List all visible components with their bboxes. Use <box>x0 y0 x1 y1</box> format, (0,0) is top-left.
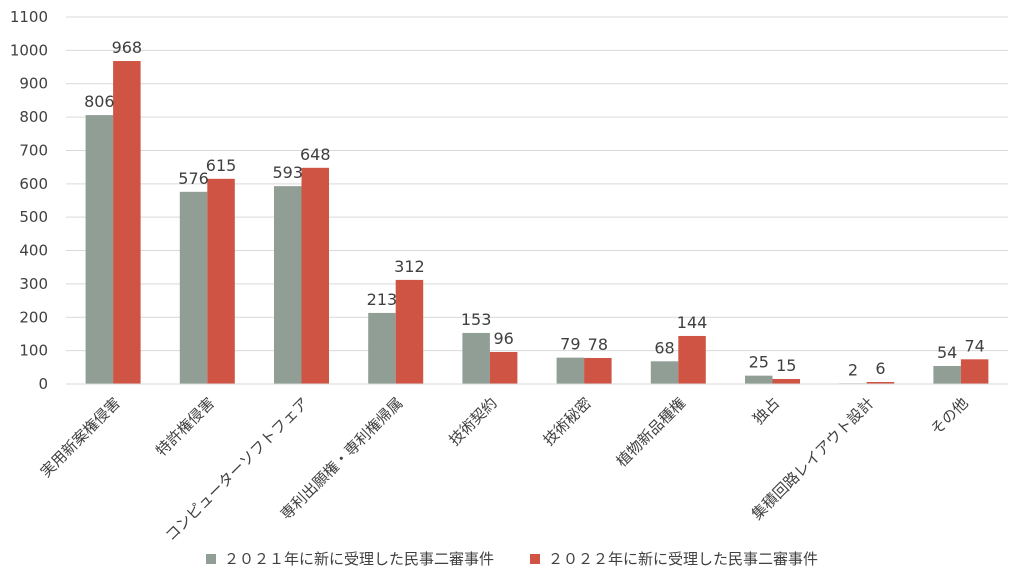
data-label: 806 <box>84 92 115 111</box>
legend-item-2021: ２０２１年に新に受理した民事二審事件 <box>205 548 494 569</box>
bar-2022 <box>489 351 518 384</box>
y-tick-label: 900 <box>19 75 48 93</box>
x-tick-label: 植物新品種権 <box>613 394 689 470</box>
bar-2021 <box>274 186 302 384</box>
y-tick-label: 600 <box>19 175 48 193</box>
bar-2022 <box>584 357 612 384</box>
data-label: 2 <box>848 360 858 379</box>
data-label: 144 <box>677 313 708 332</box>
x-tick-label: 特許権侵害 <box>152 394 218 460</box>
bar-2022 <box>207 178 235 384</box>
y-axis-ticks: 0 100 200 300 400 500 600 700 800 900 1000 1100 <box>10 8 48 393</box>
bar-2021 <box>368 312 396 384</box>
y-tick-label: 1000 <box>10 41 48 59</box>
x-tick-label: 独占 <box>749 394 783 428</box>
legend-item-2022: ２０２２年に新に受理した民事二審事件 <box>530 548 818 569</box>
y-tick-label: 0 <box>38 375 48 393</box>
y-tick-label: 1100 <box>10 8 48 26</box>
bar-2021 <box>179 191 208 384</box>
data-label: 615 <box>206 156 237 175</box>
y-tick-label: 100 <box>19 342 48 360</box>
data-label: 15 <box>776 356 796 375</box>
data-label: 25 <box>749 353 769 372</box>
y-tick-label: 700 <box>19 141 48 159</box>
data-label: 78 <box>588 335 608 354</box>
data-label: 79 <box>560 335 580 354</box>
legend-swatch-2021 <box>205 553 216 564</box>
bar-2022 <box>113 61 141 384</box>
x-tick-label: その他 <box>927 394 972 439</box>
data-label: 593 <box>272 163 303 182</box>
x-tick-label: 技術契約 <box>445 394 500 449</box>
legend-swatch-2022 <box>530 553 540 564</box>
bar-2021 <box>85 115 114 385</box>
data-label: 213 <box>367 290 398 309</box>
legend-label-2021: ２０２１年に新に受理した民事二審事件 <box>223 550 494 568</box>
bar-2021 <box>556 357 585 384</box>
data-label: 6 <box>875 359 885 378</box>
bar-2021 <box>650 361 679 384</box>
legend: ２０２１年に新に受理した民事二審事件 ２０２２年に新に受理した民事二審事件 <box>0 548 1024 569</box>
bar-2022 <box>866 381 895 384</box>
data-label: 968 <box>112 38 143 57</box>
y-tick-label: 400 <box>19 242 48 260</box>
bar-2022 <box>395 279 424 384</box>
bar-2022 <box>678 335 706 384</box>
y-tick-label: 500 <box>19 208 48 226</box>
bar-2022 <box>301 167 329 384</box>
data-label: 648 <box>300 145 331 164</box>
y-tick-label: 800 <box>19 108 48 126</box>
y-tick-label: 300 <box>19 275 48 293</box>
bar-2021 <box>462 332 490 384</box>
x-tick-label: 実用新案権侵害 <box>37 394 124 481</box>
data-label: 96 <box>493 329 513 348</box>
x-tick-label: 技術秘密 <box>540 394 595 449</box>
data-label: 153 <box>461 310 492 329</box>
data-label: 576 <box>178 169 209 188</box>
data-label: 68 <box>654 338 674 357</box>
data-label: 312 <box>394 257 425 276</box>
bars <box>85 61 989 385</box>
bar-2021 <box>933 365 961 384</box>
y-tick-label: 200 <box>19 308 48 326</box>
data-label: 54 <box>937 343 957 362</box>
data-label: 74 <box>964 336 984 355</box>
bar-2022 <box>772 378 800 384</box>
bar-2021 <box>745 375 773 384</box>
legend-label-2022: ２０２２年に新に受理した民事二審事件 <box>548 550 819 568</box>
bar-2022 <box>960 359 989 384</box>
